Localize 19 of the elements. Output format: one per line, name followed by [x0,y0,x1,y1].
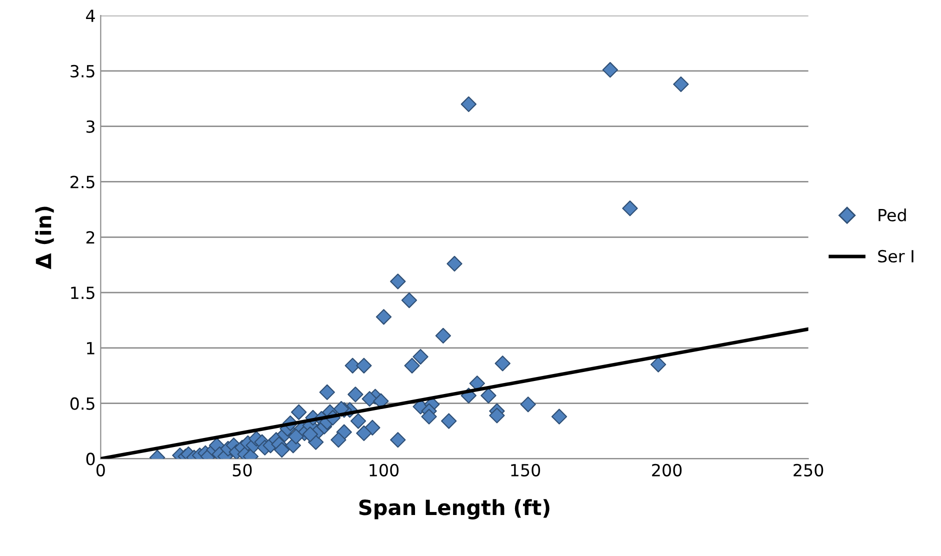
y-tick-label: 2.5 [70,176,94,188]
y-tick-label: 0 [86,452,95,466]
x-tick-label: 50 [232,464,252,476]
x-tick-label: 0 [96,464,105,476]
y-tick-label: 2 [86,231,94,244]
y-tick-label: 1 [87,342,94,354]
legend-label: Ser I [878,250,914,263]
y-axis-title: Δ (in) [35,206,54,270]
x-tick-label: 150 [511,464,540,476]
y-tick-label: 3 [86,120,94,133]
y-tick-label: 1.5 [71,286,94,300]
x-tick-label: 200 [652,464,682,476]
y-tick-label: 4 [86,10,95,22]
x-tick-label: 250 [794,464,824,476]
x-axis-title: Span Length (ft) [359,499,550,520]
legend-label: Ped [878,208,906,222]
y-tick-label: 3.5 [70,64,94,78]
y-tick-label: 0.5 [70,397,94,410]
x-tick-label: 100 [370,464,399,476]
